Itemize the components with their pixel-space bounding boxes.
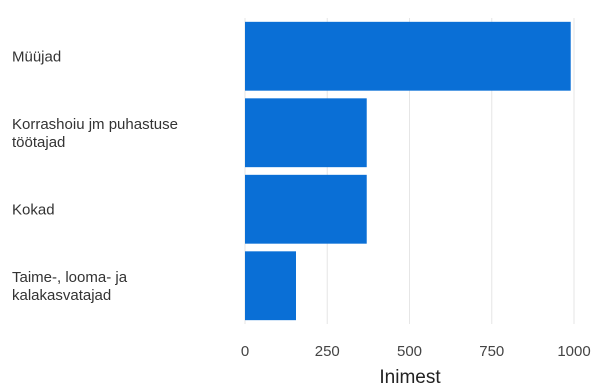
category-label: Müüjad bbox=[12, 48, 61, 65]
x-tick-label: 750 bbox=[479, 343, 504, 360]
x-tick-label: 250 bbox=[315, 343, 340, 360]
x-axis-title: Inimest bbox=[379, 367, 441, 388]
bar bbox=[245, 98, 367, 168]
bar bbox=[245, 21, 571, 91]
bars bbox=[245, 21, 571, 321]
category-label: Taime-, looma- ja bbox=[12, 269, 128, 286]
bar bbox=[245, 251, 296, 321]
bar bbox=[245, 174, 367, 244]
x-tick-label: 0 bbox=[241, 343, 249, 360]
x-tick-label: 500 bbox=[397, 343, 422, 360]
category-label: Korrashoiu jm puhastuse bbox=[12, 116, 178, 133]
category-label: töötajad bbox=[12, 134, 65, 151]
category-label: kalakasvatajad bbox=[12, 287, 111, 304]
x-tick-label: 1000 bbox=[557, 343, 590, 360]
category-label: Kokad bbox=[12, 201, 55, 218]
x-tick-labels: 0 250 500 750 1000 bbox=[241, 343, 591, 360]
